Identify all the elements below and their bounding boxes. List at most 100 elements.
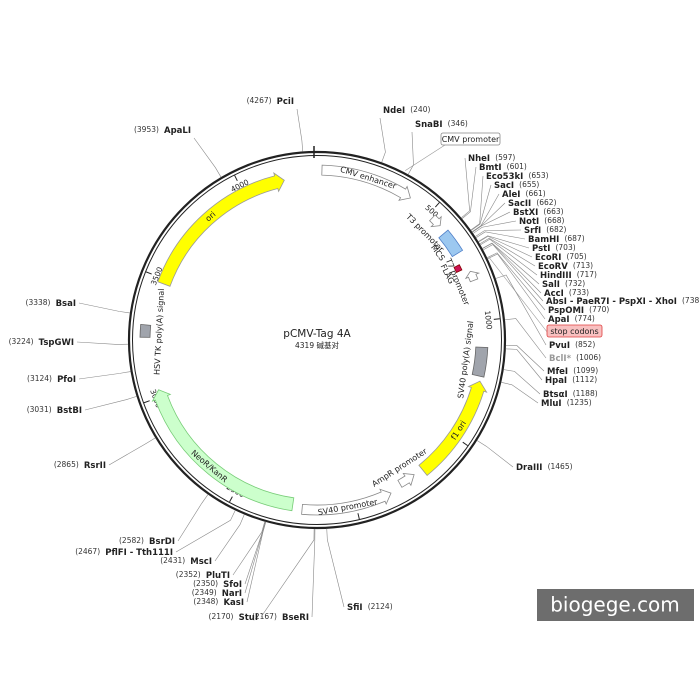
site-label: (4267) PciI — [247, 91, 294, 110]
site-leader — [175, 510, 236, 553]
site-position: (4267) — [247, 96, 272, 105]
site-name: NdeI — [383, 106, 405, 116]
site-name: BsrDI — [149, 537, 175, 547]
site-position: (682) — [546, 225, 566, 234]
site-name: ApaI — [548, 315, 570, 325]
site-position: (732) — [565, 279, 585, 288]
backbone-inner — [132, 155, 502, 525]
feature-arrow — [139, 323, 152, 338]
site-name: PluTI — [206, 571, 230, 581]
ring-tick — [462, 441, 468, 447]
site-name: BtsαI — [543, 390, 568, 400]
site-position: (601) — [507, 162, 527, 171]
site-position: (2582) — [119, 536, 144, 545]
site-leader — [296, 108, 304, 152]
site-name: BamHI — [528, 235, 559, 245]
watermark-box — [537, 589, 694, 621]
site-label: PstI (703) — [532, 238, 576, 257]
site-name: ApaLI — [164, 126, 191, 136]
site-leader — [193, 137, 222, 178]
ring-tick — [234, 175, 238, 182]
ring-tick-label: 1000 — [483, 310, 494, 330]
site-label: (2348) KasI — [193, 592, 244, 611]
site-label: SacII (662) — [508, 193, 557, 212]
site-position: (653) — [528, 171, 548, 180]
site-name: AbsI - PaeR7I - PspXI - XhoI — [546, 297, 677, 307]
site-label: EcoRV (713) — [538, 256, 593, 275]
site-label: ApaI (774) — [548, 309, 595, 328]
site-position: (2170) — [209, 612, 234, 621]
annotation-leader — [405, 144, 446, 171]
site-position: (3338) — [26, 298, 51, 307]
site-position: (668) — [544, 216, 564, 225]
site-name: PvuI — [549, 341, 570, 351]
site-position: (1006) — [576, 353, 601, 362]
site-position: (705) — [567, 252, 587, 261]
site-leader — [475, 229, 522, 237]
site-leader — [478, 235, 533, 258]
site-label: BmtI (601) — [479, 157, 527, 176]
site-label: NotI (668) — [519, 211, 565, 230]
site-name: BmtI — [479, 163, 502, 173]
site-name: HindIII — [540, 271, 572, 281]
site-name: PflFI - Tth111I — [105, 548, 173, 558]
annotation-leader — [489, 257, 552, 338]
site-position: (2124) — [368, 602, 393, 611]
site-position: (2431) — [160, 556, 185, 565]
site-leader — [407, 131, 414, 175]
site-name: NheI — [468, 154, 490, 164]
site-leader — [505, 348, 543, 381]
site-name: DraIII — [516, 463, 542, 473]
site-position: (3953) — [134, 125, 159, 134]
site-name: BclI* — [549, 354, 572, 364]
ring-tick — [357, 513, 360, 520]
site-leader — [244, 521, 266, 585]
site-label: (2865) RsrII — [54, 455, 106, 474]
feature-arrow — [157, 172, 285, 287]
site-position: (3224) — [9, 337, 34, 346]
site-leader — [379, 117, 386, 163]
site-leader — [260, 528, 315, 618]
site-position: (774) — [575, 314, 595, 323]
watermark: biogege.com — [550, 593, 680, 617]
site-name: EcoRV — [538, 262, 568, 272]
site-leader — [472, 220, 517, 234]
feature-arrow — [429, 214, 442, 228]
site-label: DraIII (1465) — [516, 457, 573, 476]
site-name: BstXI — [513, 208, 538, 218]
site-name: MscI — [190, 557, 212, 567]
ring-tick — [229, 496, 233, 503]
site-name: EcoRI — [535, 253, 561, 263]
site-name: SacI — [494, 181, 514, 191]
site-leader — [78, 371, 131, 380]
site-position: (2350) — [193, 579, 218, 588]
site-leader — [470, 184, 492, 231]
length-value: 4319 — [295, 341, 314, 350]
site-leader — [501, 382, 539, 404]
site-leader — [472, 211, 511, 233]
site-position: (240) — [410, 105, 430, 114]
site-leader — [108, 437, 156, 466]
site-label: AbsI - PaeR7I - PspXI - XhoI (738) — [546, 291, 700, 310]
site-label: BamHI (687) — [528, 229, 585, 248]
site-label: EcoRI (705) — [535, 247, 587, 266]
ring-tick — [493, 318, 500, 320]
site-position: (713) — [573, 261, 593, 270]
feature-arrow — [438, 229, 464, 258]
site-position: (1099) — [573, 366, 598, 375]
site-position: (662) — [536, 198, 556, 207]
site-leader — [478, 235, 530, 249]
site-name: PspOMI — [548, 306, 584, 316]
feature-arrow — [321, 164, 411, 201]
site-name: PfoI — [57, 375, 76, 385]
site-position: (1235) — [567, 398, 592, 407]
site-leader — [177, 494, 209, 542]
site-name: BsaI — [56, 299, 76, 309]
site-name: StuI — [239, 613, 258, 623]
site-label: (2349) NarI — [192, 583, 242, 602]
site-position: (733) — [569, 288, 589, 297]
site-position: (663) — [543, 207, 563, 216]
site-label: (3031) BstBI — [27, 400, 82, 419]
site-label: (2431) MscI — [160, 551, 212, 570]
